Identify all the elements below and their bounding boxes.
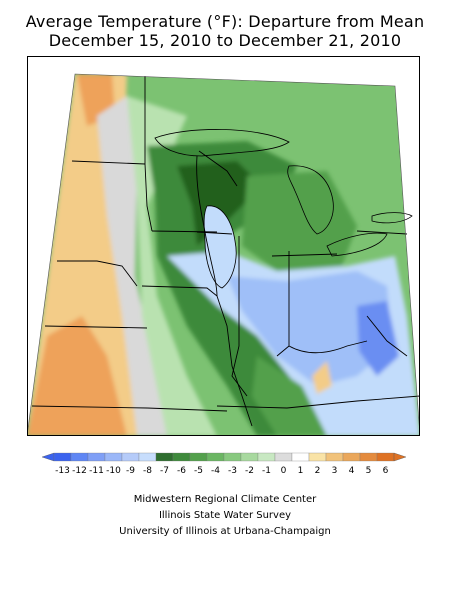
michigan-green xyxy=(242,171,357,271)
map-title: Average Temperature (°F): Departure from… xyxy=(25,12,425,31)
legend-labels: -13 -12 -11 -10 -9 -8 -7 -6 -5 -4 -3 -2 -1 0 1 2 3 4 5 6 xyxy=(55,466,388,476)
border-mi-wi xyxy=(198,150,238,187)
legend-swatch xyxy=(155,452,174,462)
lake-erie-outline xyxy=(326,232,388,257)
credit-line-2: Illinois State Water Survey xyxy=(158,510,292,521)
legend-swatch xyxy=(121,452,140,462)
legend-tick-label: -1 xyxy=(262,466,271,476)
legend-tick-label: 1 xyxy=(298,466,304,476)
light-green-band xyxy=(127,96,217,436)
legend-tick-label: -10 xyxy=(106,466,121,476)
legend-tick-label: 2 xyxy=(315,466,321,476)
border-mo-ar xyxy=(146,407,228,412)
legend-tick-label: 4 xyxy=(349,466,355,476)
border-ks-ok xyxy=(31,405,148,409)
legend-swatch xyxy=(172,452,191,462)
legend-swatch xyxy=(342,452,361,462)
legend-swatch xyxy=(376,452,395,462)
legend-swatch xyxy=(291,452,310,462)
cold-mid-region xyxy=(227,271,392,386)
legend-tick-label: 3 xyxy=(332,466,338,476)
legend-tick-label: -2 xyxy=(245,466,254,476)
legend-swatch xyxy=(240,452,259,462)
legend-tick-label: 0 xyxy=(281,466,287,476)
outside-domain-left xyxy=(27,56,75,436)
legend-bar xyxy=(41,452,407,462)
legend-arrow-left xyxy=(41,452,55,462)
legend-swatch xyxy=(223,452,242,462)
border-nd-sd xyxy=(71,160,146,165)
map-subtitle-date-range: December 15, 2010 to December 21, 2010 xyxy=(48,31,402,50)
legend-tick-label: 5 xyxy=(366,466,372,476)
legend-tick-label: -13 xyxy=(55,466,70,476)
credit-line-1: Midwestern Regional Climate Center xyxy=(133,494,317,505)
cold-strong-region xyxy=(357,301,399,376)
border-ky-tn xyxy=(216,395,420,409)
dark-green-core xyxy=(147,141,327,436)
border-oh-ky xyxy=(288,340,368,354)
legend-swatch xyxy=(274,452,293,462)
legend-tick-label: -12 xyxy=(72,466,87,476)
color-legend: -13 -12 -11 -10 -9 -8 -7 -6 -5 -4 -3 -2 -1 0 1 2 3 4 5 6 xyxy=(41,452,407,476)
border-mn-west xyxy=(144,76,153,232)
domain-outline xyxy=(27,73,420,436)
legend-tick-label: -7 xyxy=(160,466,169,476)
credit-line-3: University of Illinois at Urbana-Champai… xyxy=(119,526,331,537)
outside-domain-right xyxy=(395,56,420,436)
border-sd-ne xyxy=(57,260,138,287)
legend-tick-label: -9 xyxy=(126,466,135,476)
legend-tick-label: 6 xyxy=(383,466,389,476)
legend-swatch xyxy=(257,452,276,462)
lake-ontario-outline xyxy=(371,212,413,224)
map-frame xyxy=(27,56,420,436)
legend-tick-label: -4 xyxy=(211,466,220,476)
legend-tick-label: -5 xyxy=(194,466,203,476)
legend-swatch xyxy=(206,452,225,462)
legend-swatch xyxy=(104,452,123,462)
legend-tick-label: -6 xyxy=(177,466,186,476)
border-mo-east xyxy=(216,295,253,427)
legend-swatch xyxy=(359,452,378,462)
border-wv-va xyxy=(366,315,408,357)
data-domain xyxy=(27,74,420,436)
state-borders xyxy=(31,76,420,427)
legend-swatch xyxy=(308,452,327,462)
legend-tick-label: -3 xyxy=(228,466,237,476)
temperature-departure-map xyxy=(27,56,420,436)
border-wi-il xyxy=(196,231,233,235)
border-mi-oh xyxy=(271,253,338,257)
legend-swatch xyxy=(53,452,72,462)
lake-superior-outline xyxy=(154,129,290,157)
border-il-in xyxy=(231,236,248,397)
border-pa-ny xyxy=(356,230,408,235)
legend-tick-label: -8 xyxy=(143,466,152,476)
border-mississippi xyxy=(196,155,218,297)
legend-swatch xyxy=(189,452,208,462)
outside-domain-top xyxy=(27,56,420,86)
border-ia-mo xyxy=(141,285,218,297)
legend-swatch xyxy=(325,452,344,462)
legend-swatch xyxy=(138,452,157,462)
legend-arrow-right xyxy=(393,452,407,462)
lower-green-patch xyxy=(252,356,327,436)
kentucky-warm-patch xyxy=(312,361,332,394)
legend-swatch xyxy=(87,452,106,462)
lake-huron-outline xyxy=(287,165,334,235)
legend-tick-label: -11 xyxy=(89,466,104,476)
border-ne-ks xyxy=(44,325,148,329)
darkest-green-core xyxy=(177,161,262,246)
border-mn-ia xyxy=(151,230,218,233)
legend-swatch xyxy=(70,452,89,462)
